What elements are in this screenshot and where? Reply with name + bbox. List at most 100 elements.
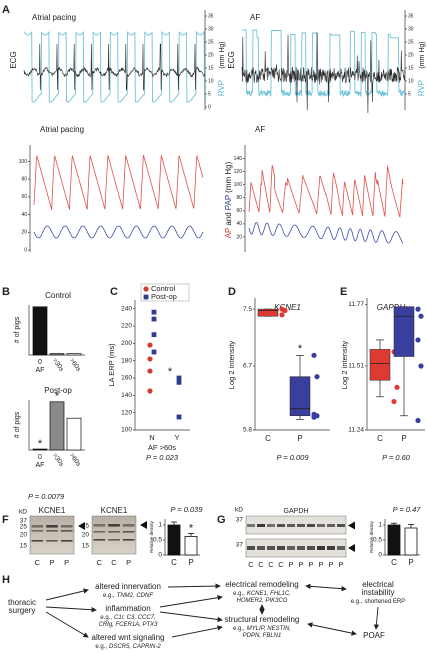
x-tick-label: C xyxy=(391,558,397,567)
trace-title: AF xyxy=(250,13,260,22)
kd-label: kD xyxy=(235,507,243,514)
blot-image xyxy=(245,515,347,535)
significance-star: * xyxy=(38,438,43,450)
trace-title: Atrial pacing xyxy=(40,125,84,134)
blot-band xyxy=(247,524,255,527)
p-value: P = 0.039 xyxy=(170,505,203,514)
y-tick-label: 40 xyxy=(21,212,27,218)
gene-list: MYLIP, NESTIN, xyxy=(247,626,291,632)
lane-label: P xyxy=(288,560,293,569)
box xyxy=(289,376,311,417)
box xyxy=(393,306,415,357)
y-tick-label: 140 xyxy=(121,392,132,399)
p-value: P = 0.009 xyxy=(276,453,309,462)
pap-trace xyxy=(33,225,204,239)
lane-label: P xyxy=(318,560,323,569)
blot-band xyxy=(93,524,106,527)
x-tick-label: Y xyxy=(174,433,179,442)
blot-band xyxy=(108,539,120,541)
lane-label: P xyxy=(308,560,313,569)
ecg-trace xyxy=(241,32,406,114)
y-tick-label: 100 xyxy=(121,427,132,434)
blot-band xyxy=(267,546,275,550)
blot-band xyxy=(327,524,335,527)
data-point xyxy=(147,356,153,362)
bar xyxy=(49,353,65,356)
data-point xyxy=(151,316,157,322)
axis-label: # of pigs xyxy=(14,316,21,343)
blot-band xyxy=(93,531,106,533)
box xyxy=(257,308,279,317)
x-axis-label: AF xyxy=(36,462,45,469)
lane-label: P xyxy=(328,560,333,569)
legend-label: Control xyxy=(151,284,176,293)
node-title: inflammation xyxy=(105,604,150,613)
y-tick-label: 100 xyxy=(19,159,28,165)
arrow xyxy=(45,588,89,601)
arrow xyxy=(167,583,221,589)
blot-band xyxy=(317,546,325,550)
blot-image xyxy=(91,515,137,555)
blot-band xyxy=(307,546,315,550)
y-tick-label: 1 xyxy=(378,522,382,529)
node-title: POAF xyxy=(363,631,385,640)
gene-list: CRIg, FCER1A, PTX3 xyxy=(98,622,158,628)
y-tick-label: 5 xyxy=(408,91,411,97)
data-point xyxy=(311,414,317,420)
node-example: e.g., TNM2, CDNF xyxy=(103,593,153,599)
panel-title: KCNE1 xyxy=(274,303,301,312)
blot-band xyxy=(122,531,135,533)
kd-marker: 25 xyxy=(82,523,90,530)
blot-band xyxy=(267,524,275,527)
blot-band xyxy=(93,539,106,541)
blot-band xyxy=(287,546,295,550)
x-tick-label: C xyxy=(171,558,177,567)
axis-label: Log 2 intensity xyxy=(340,341,349,390)
example-prefix: e.g., xyxy=(351,599,363,605)
axis-label: Relative density xyxy=(369,520,374,553)
kd-marker: 37 xyxy=(20,518,28,525)
panel-label: D xyxy=(228,286,236,298)
rvp-trace xyxy=(23,30,206,103)
kd-marker: 37 xyxy=(236,542,244,549)
blot-band xyxy=(60,530,73,532)
blot-band xyxy=(31,540,44,542)
panel-label: C xyxy=(110,286,118,298)
blot-band xyxy=(60,540,73,542)
x-axis-label: AF xyxy=(36,367,45,374)
y-tick-label: 240 xyxy=(121,305,132,312)
gene-list: HOMER2, PIK3CG xyxy=(236,598,287,604)
blot-band xyxy=(122,524,135,527)
x-tick-label: >60s xyxy=(68,357,82,373)
x-tick-label: P xyxy=(188,558,193,567)
blot-band xyxy=(277,546,285,550)
arrow xyxy=(373,606,380,630)
arrow xyxy=(45,611,89,638)
blot-title: GAPDH xyxy=(284,508,309,515)
ap-trace xyxy=(248,165,404,218)
arrow xyxy=(307,622,357,636)
x-tick-label: C xyxy=(265,434,271,443)
kd-marker: 20 xyxy=(82,532,90,539)
data-point xyxy=(176,379,182,385)
blot-band xyxy=(297,524,305,527)
data-point xyxy=(147,368,153,374)
data-point xyxy=(147,342,153,348)
y-tick-label: 5.8 xyxy=(243,427,252,434)
y-tick-label: 80 xyxy=(21,176,27,182)
blot-title: KCNE1 xyxy=(101,506,128,515)
arrowhead xyxy=(348,521,355,530)
blot-band xyxy=(257,546,265,550)
node-example: HOMER2, PIK3CG xyxy=(236,598,287,604)
y-tick-label: 120 xyxy=(121,409,132,416)
axis-label-part: and xyxy=(224,212,233,225)
y-tick-label: 30 xyxy=(408,26,414,32)
lane-label: P xyxy=(298,560,303,569)
example-prefix: e.g., xyxy=(103,593,115,599)
axis-label-part: (mm Hg) xyxy=(224,161,233,192)
group-title: Post-op xyxy=(44,386,72,395)
axis-label-part: PAP xyxy=(224,195,233,210)
blot-band xyxy=(287,524,295,527)
axis-label: ECG xyxy=(227,51,236,68)
data-point xyxy=(151,332,157,338)
